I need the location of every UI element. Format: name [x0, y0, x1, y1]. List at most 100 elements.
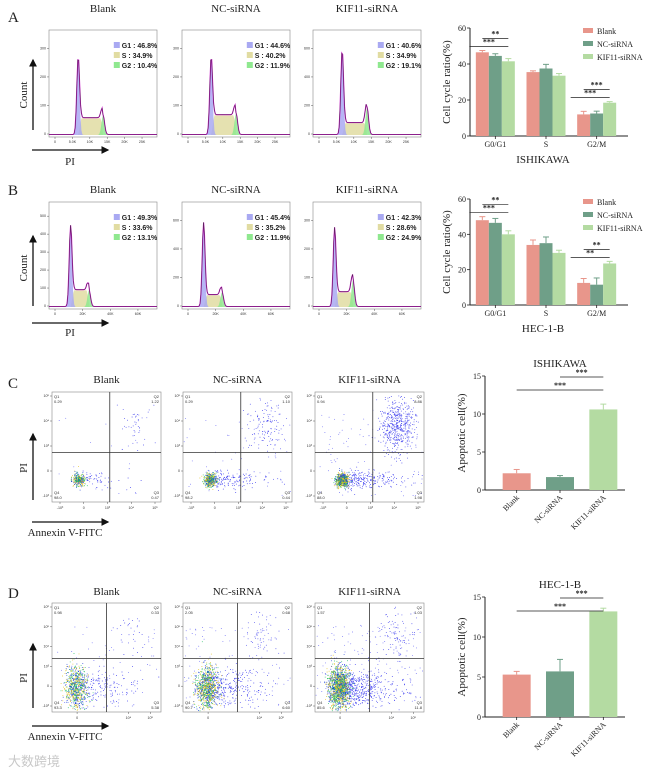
legend-swatch-g1	[113, 42, 120, 48]
g1-phase-area	[313, 227, 421, 307]
y-axis-label: Cell cycle ratio(%)	[441, 40, 453, 124]
quadrant-value-q4: 93.3	[54, 705, 63, 710]
significance-label: ***	[584, 89, 596, 98]
x-tick-label: 25K	[272, 140, 279, 144]
y-tick-label: 10⁶	[44, 605, 50, 609]
legend-label: KIF11-siRNA	[597, 53, 643, 62]
y-tick-label: 10⁶	[307, 605, 313, 609]
cell-cycle-histogram-b-1: Blank 0 100 200 300 400 500 0 20K 40K 60K G1 : 49.3…	[40, 184, 158, 316]
x-tick-label: 10³	[368, 506, 374, 510]
x-tick-label: 0	[207, 716, 209, 720]
quadrant-name-q4: Q4	[317, 490, 323, 495]
legend-swatch	[583, 54, 593, 59]
quadrant-value-q4: 85.6	[317, 705, 326, 710]
pi-label: PI	[65, 156, 75, 168]
quadrant-value-q2: 0.33	[151, 610, 160, 615]
x-tick-label: 10⁴	[389, 716, 395, 720]
y-tick-label: 300	[40, 250, 46, 254]
pi-label: PI	[18, 673, 30, 683]
y-tick-label: -10³	[43, 494, 50, 498]
quadrant-name-q2: Q2	[285, 394, 291, 399]
x-tick-label: 0	[54, 140, 56, 144]
plot-frame	[181, 201, 291, 310]
y-tick-label: 0	[44, 304, 46, 308]
histogram-line	[49, 59, 157, 135]
cell-cycle-histogram-b-2: NC-siRNA 0 200 400 600 0 20K 40K 60K G1 : 45.4% S …	[173, 184, 291, 316]
y-tick-label: 15	[473, 372, 481, 381]
y-tick-label: 200	[304, 247, 310, 251]
quadrant-value-q3: 11.8	[415, 705, 423, 710]
quadrant-name-q1: Q1	[54, 605, 60, 610]
x-tick-label: 40K	[240, 312, 247, 316]
quadrant-name-q4: Q4	[54, 490, 60, 495]
cell-cycle-histogram-b-3: KIF11-siRNA 0 100 200 300 0 20K 40K 60K G1 : 42.3…	[304, 184, 422, 316]
y-tick-label: -10³	[174, 704, 181, 708]
x-tick-label: 5.0K	[333, 140, 341, 144]
quadrant-name-q4: Q4	[185, 490, 191, 495]
panel-title: KIF11-siRNA	[338, 374, 401, 386]
quadrant-value-q3: 0.44	[282, 495, 291, 500]
y-tick-label: 10⁴	[174, 419, 180, 423]
apoptosis-scatter-d-3: KIF11-siRNA 10⁶ 10⁵ 10⁴ 10³ 0 -10³ 0 10⁴ 10⁵ Q11.5…	[306, 586, 425, 720]
s-phase-area	[49, 290, 157, 307]
y-tick-label: 60	[458, 24, 466, 33]
x-tick-label: 10³	[105, 506, 111, 510]
quadrant-name-q3: Q3	[285, 700, 291, 705]
y-tick-label: 40	[458, 230, 466, 239]
y-tick-label: 0	[477, 486, 481, 495]
legend-label-g1: G1 : 42.3%	[386, 215, 422, 222]
legend-label-g2: G2 : 13.1%	[122, 235, 158, 242]
annexin-label: Annexin V-FITC	[28, 527, 103, 539]
scatter-points	[57, 618, 160, 711]
legend-label-s: S : 35.2%	[255, 225, 287, 232]
y-tick-label: 0	[462, 132, 466, 141]
y-tick-label: 100	[40, 103, 46, 107]
quadrant-value-q2: 1.22	[151, 399, 160, 404]
y-tick-label: 15	[473, 593, 481, 602]
y-tick-label: 10⁵	[175, 394, 181, 398]
panel-label-c: C	[8, 376, 18, 392]
x-axis-label: HEC-1-B	[522, 323, 564, 335]
y-tick-label: 200	[304, 103, 310, 107]
quadrant-name-q2: Q2	[285, 605, 291, 610]
legend-label-g2: G2 : 11.9%	[255, 235, 291, 242]
y-tick-label: 20	[458, 266, 466, 275]
s-phase-area	[182, 295, 290, 307]
bar-blank-s	[526, 244, 540, 305]
y-tick-label: 10³	[307, 444, 313, 448]
panel-title: NC-siRNA	[211, 184, 261, 196]
quadrant-value-q4: 90.7	[185, 705, 194, 710]
y-tick-label: 400	[173, 247, 179, 251]
histogram-line	[182, 59, 290, 135]
quadrant-name-q2: Q2	[154, 394, 160, 399]
bar-nc-sirna	[546, 477, 574, 490]
bar-kif11-sirna-s	[552, 252, 566, 305]
x-tick-label: 10K	[87, 140, 94, 144]
quadrant-name-q4: Q4	[317, 700, 323, 705]
quadrant-name-q1: Q1	[317, 394, 323, 399]
y-tick-label: 0	[310, 684, 312, 688]
y-tick-label: 10⁵	[44, 394, 50, 398]
quadrant-name-q3: Q3	[285, 490, 291, 495]
quadrant-value-q3: 0.47	[151, 495, 160, 500]
legend-swatch	[583, 41, 593, 46]
quadrant-value-q3: 1.98	[414, 495, 423, 500]
x-tick-label: S	[544, 140, 548, 149]
scatter-points	[319, 395, 423, 497]
quadrant-value-q1: 0.94	[317, 399, 326, 404]
y-tick-label: 10⁴	[43, 645, 49, 649]
plot-frame	[48, 29, 158, 138]
bar-kif11-sirna-s	[552, 75, 566, 136]
y-tick-label: 300	[40, 46, 46, 50]
quadrant-name-q4: Q4	[185, 700, 191, 705]
y-tick-label: 10⁴	[174, 645, 180, 649]
significance-label: **	[593, 240, 601, 249]
quadrant-name-q1: Q1	[185, 605, 191, 610]
quadrant-value-q4: 88.0	[317, 495, 326, 500]
bar-nc-sirna-g2m	[590, 113, 604, 136]
bar-blank-s	[526, 72, 540, 136]
plot-frame	[312, 201, 422, 310]
y-tick-label: 300	[173, 46, 179, 50]
x-tick-label: G0/G1	[484, 309, 506, 318]
legend-swatch-s	[113, 224, 120, 230]
